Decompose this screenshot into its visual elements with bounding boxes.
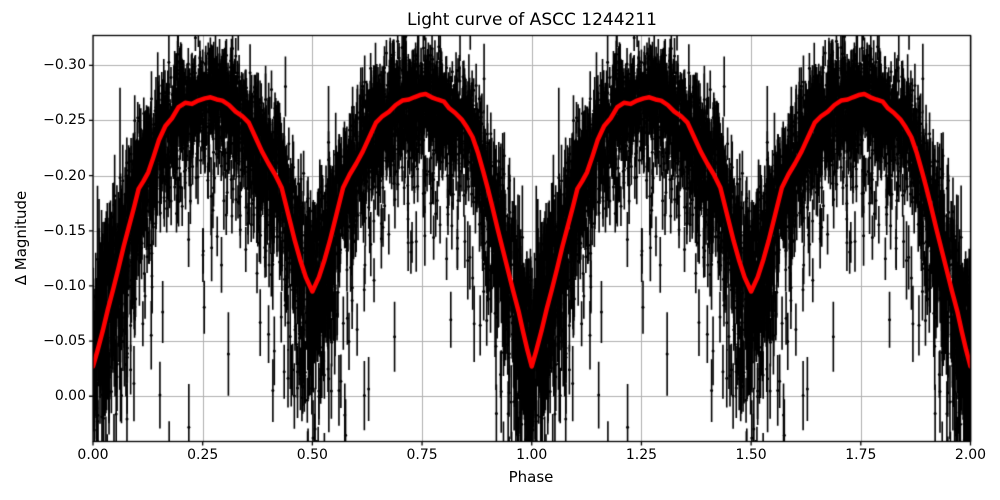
- x-tick-label: 0.50: [296, 447, 328, 463]
- x-tick-label: 1.25: [625, 447, 658, 463]
- y-tick-label: −0.30: [43, 57, 86, 74]
- y-tick-label: −0.15: [43, 222, 86, 239]
- x-tick-label: 2.00: [954, 447, 987, 463]
- y-tick-label: −0.05: [43, 333, 86, 350]
- y-axis-label: Δ Magnitude: [12, 190, 30, 286]
- chart-title: Light curve of ASCC 1244211: [407, 10, 657, 30]
- x-tick-label: 0.75: [406, 447, 438, 463]
- y-tick-label: −0.10: [43, 277, 86, 294]
- x-axis-label: Phase: [508, 468, 554, 486]
- x-tick-label: 1.75: [845, 447, 877, 463]
- y-tick-label: 0.00: [54, 388, 86, 405]
- x-tick-label: 1.00: [516, 447, 548, 463]
- y-tick-label: −0.20: [43, 167, 86, 184]
- x-tick-label: 0.00: [77, 447, 109, 463]
- x-tick-label: 1.50: [735, 447, 767, 463]
- x-tick-label: 0.25: [187, 447, 219, 463]
- y-tick-label: −0.25: [43, 112, 86, 129]
